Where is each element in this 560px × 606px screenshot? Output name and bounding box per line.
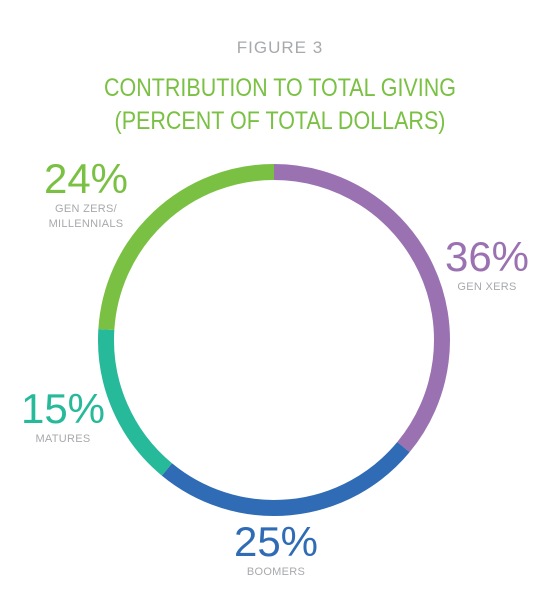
callout-gen-xers: 36% GEN XERS — [432, 236, 542, 295]
slice-category-label: MATURES — [35, 433, 91, 445]
slice-value-label: 15% — [20, 385, 106, 432]
callout-boomers: 25% BOOMERS — [221, 521, 331, 580]
callout-gen-zers-millennials: 24% GEN ZERS/ MILLENNIALS — [22, 158, 150, 232]
chart-title: CONTRIBUTION TO TOTAL GIVING (PERCENT OF… — [39, 72, 521, 138]
chart-title-line-2: (PERCENT OF TOTAL DOLLARS) — [114, 107, 446, 135]
slice-value-label: 36% — [444, 233, 530, 280]
slice-value-label: 25% — [233, 518, 319, 565]
chart-title-line-1: CONTRIBUTION TO TOTAL GIVING — [103, 74, 457, 102]
callout-matures: 15% MATURES — [8, 388, 118, 447]
slice-value-label: 24% — [43, 155, 129, 202]
slice-category-label: GEN XERS — [457, 281, 517, 293]
slice-category-label: GEN ZERS/ MILLENNIALS — [48, 203, 124, 230]
slice-matures — [98, 328, 173, 476]
slice-gen-xers — [273, 164, 450, 453]
slice-gen-zers-millennials — [98, 164, 275, 330]
slice-boomers — [161, 441, 410, 516]
figure-label: FIGURE 3 — [236, 38, 324, 57]
slice-category-label: BOOMERS — [246, 566, 306, 578]
